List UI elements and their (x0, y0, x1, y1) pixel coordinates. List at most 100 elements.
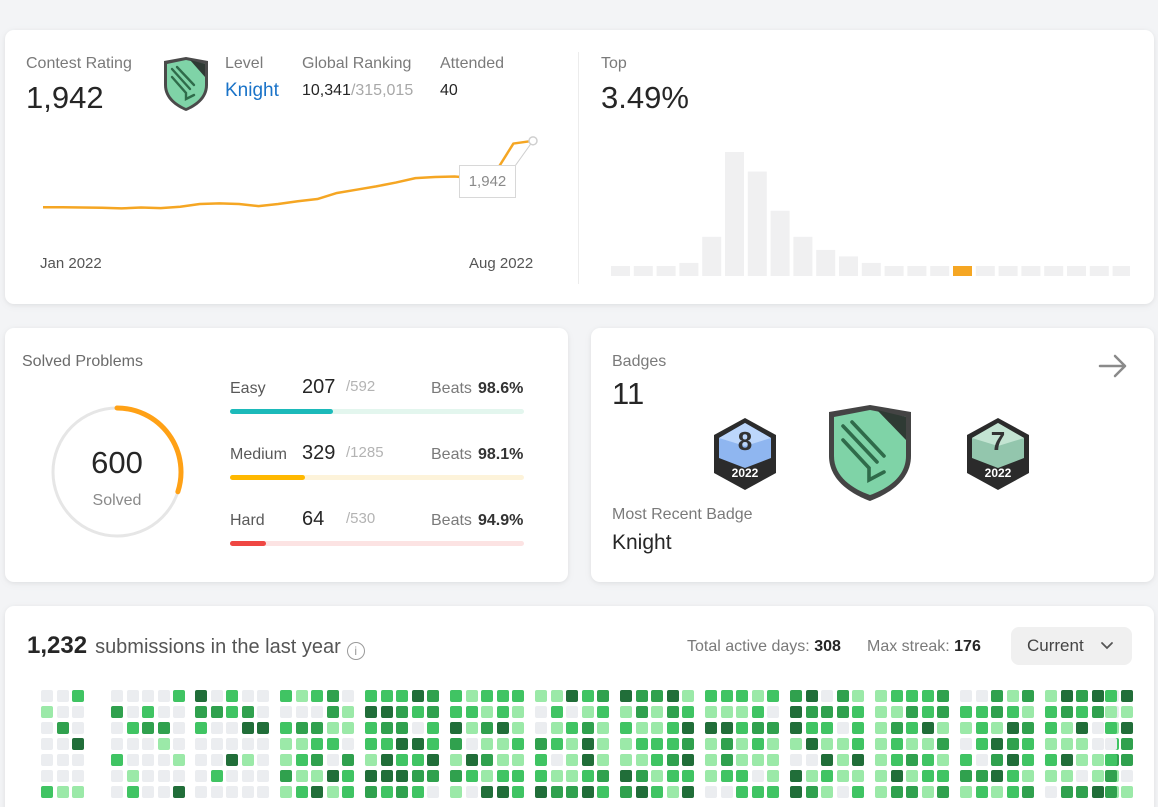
heatmap-day-cell[interactable] (875, 754, 887, 766)
heatmap-day-cell[interactable] (142, 770, 154, 782)
heatmap-day-cell[interactable] (1022, 706, 1034, 718)
heatmap-day-cell[interactable] (257, 722, 269, 734)
knight-badge-large-icon[interactable] (823, 402, 917, 504)
heatmap-day-cell[interactable] (226, 722, 238, 734)
heatmap-day-cell[interactable] (1120, 706, 1133, 718)
heatmap-day-cell[interactable] (1105, 786, 1117, 798)
heatmap-day-cell[interactable] (342, 754, 354, 766)
heatmap-day-cell[interactable] (635, 738, 648, 750)
heatmap-day-cell[interactable] (890, 786, 903, 798)
heatmap-day-cell[interactable] (512, 754, 524, 766)
heatmap-day-cell[interactable] (126, 738, 139, 750)
heatmap-day-cell[interactable] (566, 738, 578, 750)
heatmap-day-cell[interactable] (41, 770, 53, 782)
heatmap-day-cell[interactable] (411, 770, 424, 782)
heatmap-day-cell[interactable] (380, 738, 393, 750)
heatmap-day-cell[interactable] (342, 690, 354, 702)
heatmap-day-cell[interactable] (241, 722, 254, 734)
heatmap-day-cell[interactable] (111, 754, 123, 766)
heatmap-day-cell[interactable] (682, 754, 694, 766)
heatmap-day-cell[interactable] (1076, 754, 1088, 766)
heatmap-day-cell[interactable] (326, 706, 339, 718)
heatmap-day-cell[interactable] (241, 706, 254, 718)
heatmap-day-cell[interactable] (427, 738, 439, 750)
heatmap-day-cell[interactable] (257, 770, 269, 782)
heatmap-day-cell[interactable] (736, 706, 748, 718)
heatmap-day-cell[interactable] (535, 706, 547, 718)
heatmap-day-cell[interactable] (1120, 786, 1133, 798)
heatmap-day-cell[interactable] (906, 786, 918, 798)
heatmap-day-cell[interactable] (126, 722, 139, 734)
heatmap-day-cell[interactable] (720, 770, 733, 782)
heatmap-day-cell[interactable] (411, 754, 424, 766)
heatmap-day-cell[interactable] (975, 770, 988, 782)
level-value[interactable]: Knight (225, 80, 279, 101)
heatmap-day-cell[interactable] (111, 786, 123, 798)
heatmap-day-cell[interactable] (1120, 754, 1133, 766)
heatmap-day-cell[interactable] (651, 738, 663, 750)
heatmap-day-cell[interactable] (173, 690, 185, 702)
heatmap-day-cell[interactable] (280, 786, 292, 798)
year-select-dropdown[interactable]: Current (1011, 627, 1132, 665)
heatmap-day-cell[interactable] (620, 770, 632, 782)
heatmap-day-cell[interactable] (380, 770, 393, 782)
heatmap-day-cell[interactable] (720, 690, 733, 702)
heatmap-day-cell[interactable] (427, 770, 439, 782)
heatmap-day-cell[interactable] (1060, 722, 1073, 734)
heatmap-day-cell[interactable] (1006, 722, 1019, 734)
heatmap-day-cell[interactable] (720, 738, 733, 750)
heatmap-day-cell[interactable] (450, 706, 462, 718)
heatmap-day-cell[interactable] (991, 754, 1003, 766)
heatmap-day-cell[interactable] (210, 786, 223, 798)
heatmap-day-cell[interactable] (396, 786, 408, 798)
heatmap-day-cell[interactable] (890, 770, 903, 782)
heatmap-day-cell[interactable] (620, 690, 632, 702)
heatmap-day-cell[interactable] (651, 754, 663, 766)
heatmap-day-cell[interactable] (295, 722, 308, 734)
heatmap-day-cell[interactable] (836, 706, 849, 718)
heatmap-day-cell[interactable] (1045, 770, 1057, 782)
heatmap-day-cell[interactable] (1076, 690, 1088, 702)
heatmap-day-cell[interactable] (682, 786, 694, 798)
heatmap-day-cell[interactable] (736, 754, 748, 766)
heatmap-day-cell[interactable] (1045, 786, 1057, 798)
heatmap-day-cell[interactable] (1022, 738, 1034, 750)
heatmap-day-cell[interactable] (566, 690, 578, 702)
heatmap-day-cell[interactable] (195, 722, 207, 734)
heatmap-day-cell[interactable] (1022, 770, 1034, 782)
heatmap-day-cell[interactable] (72, 786, 84, 798)
heatmap-day-cell[interactable] (1091, 738, 1104, 750)
heatmap-day-cell[interactable] (550, 690, 563, 702)
heatmap-day-cell[interactable] (465, 754, 478, 766)
heatmap-day-cell[interactable] (805, 722, 818, 734)
heatmap-day-cell[interactable] (56, 786, 69, 798)
heatmap-day-cell[interactable] (751, 706, 764, 718)
heatmap-day-cell[interactable] (705, 770, 717, 782)
heatmap-day-cell[interactable] (450, 738, 462, 750)
heatmap-day-cell[interactable] (142, 722, 154, 734)
heatmap-day-cell[interactable] (921, 754, 934, 766)
heatmap-day-cell[interactable] (72, 738, 84, 750)
heatmap-day-cell[interactable] (380, 690, 393, 702)
heatmap-day-cell[interactable] (512, 738, 524, 750)
heatmap-day-cell[interactable] (311, 690, 323, 702)
heatmap-day-cell[interactable] (635, 786, 648, 798)
heatmap-day-cell[interactable] (465, 706, 478, 718)
heatmap-day-cell[interactable] (975, 706, 988, 718)
heatmap-day-cell[interactable] (1120, 738, 1133, 750)
heatmap-day-cell[interactable] (836, 738, 849, 750)
heatmap-day-cell[interactable] (821, 722, 833, 734)
heatmap-day-cell[interactable] (975, 722, 988, 734)
heatmap-day-cell[interactable] (805, 786, 818, 798)
heatmap-day-cell[interactable] (666, 786, 679, 798)
heatmap-day-cell[interactable] (56, 690, 69, 702)
heatmap-day-cell[interactable] (597, 754, 609, 766)
heatmap-day-cell[interactable] (411, 738, 424, 750)
heatmap-day-cell[interactable] (257, 786, 269, 798)
heatmap-day-cell[interactable] (1076, 770, 1088, 782)
heatmap-day-cell[interactable] (736, 770, 748, 782)
heatmap-day-cell[interactable] (450, 722, 462, 734)
heatmap-day-cell[interactable] (1091, 786, 1104, 798)
heatmap-day-cell[interactable] (937, 754, 949, 766)
heatmap-day-cell[interactable] (991, 786, 1003, 798)
